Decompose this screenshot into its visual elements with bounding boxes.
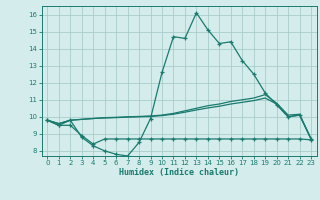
X-axis label: Humidex (Indice chaleur): Humidex (Indice chaleur) [119, 168, 239, 177]
